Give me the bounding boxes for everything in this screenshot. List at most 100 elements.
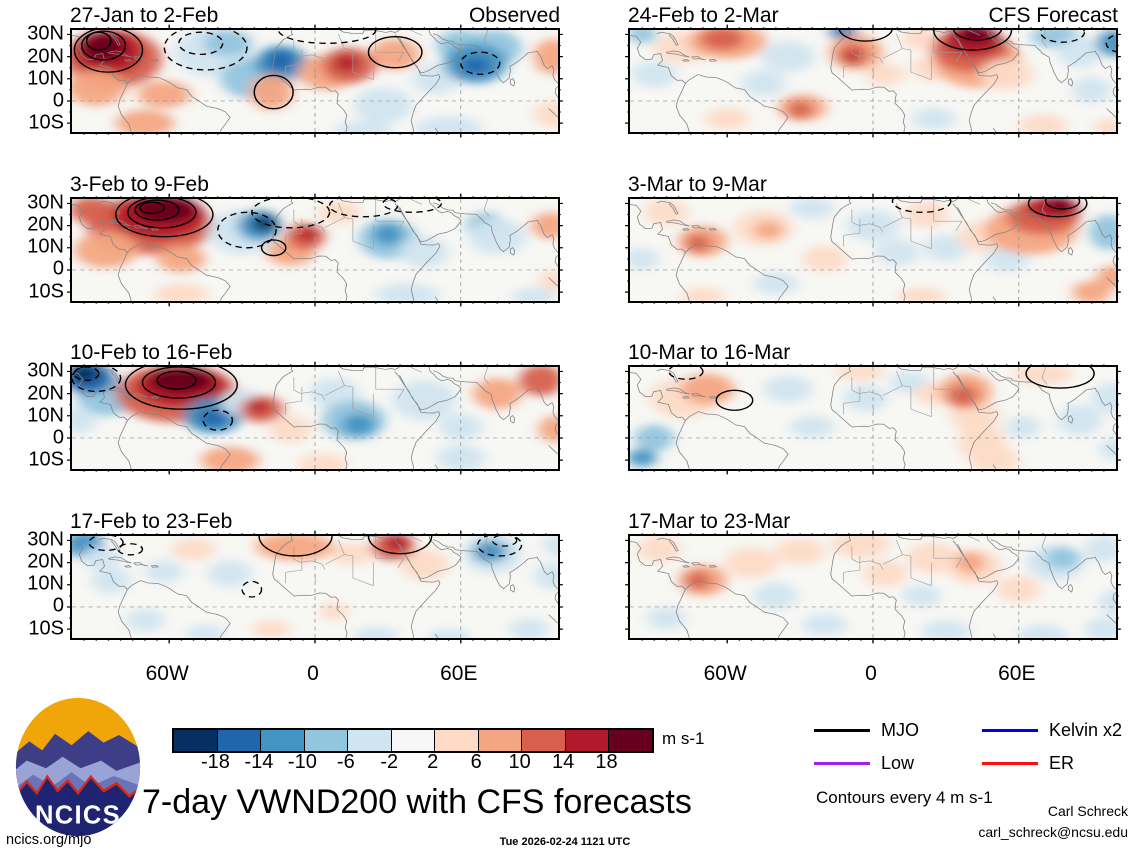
legend-line-low — [814, 761, 870, 765]
lat-tick-label: 0 — [52, 258, 64, 281]
map-panel: 27-Jan to 2-Feb Observed 30N 20N 10N 0 10S — [27, 4, 563, 138]
lat-tick-label: 10N — [27, 67, 64, 90]
map-panel: 17-Mar to 23-Mar — [625, 510, 1121, 643]
map-svg — [67, 193, 563, 306]
colorbar-cell — [609, 730, 653, 751]
contour-interval-note: Contours every 4 m s-1 — [816, 788, 993, 807]
lat-tick-label: 10N — [27, 572, 64, 595]
axis-ticks — [67, 361, 563, 475]
colorbar-cell — [261, 730, 305, 751]
panel-period-label: 3-Feb to 9-Feb — [70, 172, 209, 196]
colorbar-units-label: m s-1 — [662, 729, 705, 748]
lat-tick-label: 30N — [27, 528, 64, 551]
map-svg — [67, 530, 563, 643]
lat-tick-label: 10S — [28, 617, 64, 640]
lat-tick-label: 10S — [28, 280, 64, 303]
panel-period-label: 17-Feb to 23-Feb — [70, 509, 233, 533]
map-svg — [67, 361, 563, 475]
colorbar-tick-label: 10 — [508, 751, 531, 773]
map-panel: 3-Feb to 9-Feb 30N 20N 10N 0 10S — [27, 173, 563, 306]
colorbar-cells — [174, 730, 653, 751]
lat-tick-label: 0 — [52, 89, 64, 112]
lat-tick-label: 20N — [27, 45, 64, 68]
panel-period-label: 10-Mar to 16-Mar — [628, 341, 791, 364]
ncics-logo: NCICS — [15, 697, 141, 837]
lat-tick-label: 20N — [27, 213, 64, 236]
logo-ridge-line — [15, 774, 141, 799]
colorbar-tick-label: 18 — [595, 751, 618, 773]
timestamp: Tue 2026-02-24 1121 UTC — [499, 836, 631, 848]
column-tag-label: CFS Forecast — [988, 4, 1118, 27]
figure-title: 7-day VWND200 with CFS forecasts — [142, 783, 692, 821]
lat-tick-label: 10N — [27, 404, 64, 427]
axis-ticks — [625, 193, 1121, 306]
colorbar-cell — [174, 730, 218, 751]
lat-tick-label: 0 — [52, 595, 64, 618]
colorbar-cell — [217, 730, 262, 751]
colorbar-tick-label: 14 — [551, 751, 575, 773]
colorbar-cell — [435, 730, 479, 751]
colorbar-cell — [522, 730, 566, 751]
legend-line-mjo — [814, 728, 870, 732]
credit-name: Carl Schreck — [1047, 803, 1128, 819]
axis-ticks — [67, 193, 563, 306]
legend-line-er — [982, 761, 1038, 765]
map-svg — [67, 24, 563, 138]
credit-email: carl_schreck@ncsu.edu — [978, 824, 1128, 840]
map-panel: 24-Feb to 2-Mar CFS Forecast — [625, 4, 1121, 138]
map-svg — [625, 24, 1121, 138]
site-url: ncics.org/mjo — [6, 832, 92, 848]
lat-tick-label: 10S — [28, 448, 64, 471]
colorbar-tick-label: -14 — [244, 751, 274, 773]
legend: MJO Kelvin x2 Low ER — [814, 720, 1134, 773]
map-svg — [625, 530, 1121, 643]
lat-tick-label: 30N — [27, 191, 64, 214]
lon-tick-label: 60W — [145, 662, 189, 685]
panel-period-label: 3-Mar to 9-Mar — [628, 172, 767, 196]
lat-tick-label: 30N — [27, 23, 64, 46]
lat-tick-label: 20N — [27, 550, 64, 573]
legend-item: Low — [814, 753, 982, 773]
legend-label: MJO — [881, 719, 919, 740]
map-panel: 10-Mar to 16-Mar — [625, 341, 1121, 475]
axis-ticks — [67, 24, 563, 138]
lon-tick-label: 0 — [865, 662, 877, 685]
colorbar-tick-label: 2 — [427, 751, 439, 773]
lon-tick-label: 60W — [703, 662, 747, 685]
legend-item: MJO — [814, 720, 982, 740]
map-panel: 17-Feb to 23-Feb 30N 20N 10N 0 10S — [27, 510, 563, 643]
legend-label: ER — [1049, 752, 1075, 773]
map-panel: 10-Feb to 16-Feb 30N 20N 10N 0 10S — [27, 341, 563, 475]
lat-tick-label: 10S — [28, 111, 64, 134]
legend-label: Kelvin x2 — [1049, 719, 1123, 740]
colorbar-tick-label: 6 — [470, 751, 482, 773]
colorbar-labels: -18 -14 -10 -6 -2 2 6 10 14 18 — [172, 751, 650, 775]
panel-period-label: 17-Mar to 23-Mar — [628, 509, 791, 533]
lon-tick-label: 60E — [440, 662, 478, 685]
legend-item: Kelvin x2 — [982, 720, 1134, 740]
logo-text: NCICS — [35, 801, 121, 829]
axis-ticks — [625, 361, 1121, 475]
map-svg — [625, 361, 1121, 475]
colorbar-cell — [304, 730, 349, 751]
colorbar — [172, 728, 654, 753]
map-svg — [625, 193, 1121, 306]
colorbar-cell — [348, 730, 392, 751]
lat-tick-label: 0 — [52, 426, 64, 449]
colorbar-tick-label: -10 — [287, 751, 317, 773]
lat-tick-label: 10N — [27, 235, 64, 258]
lon-tick-label: 60E — [998, 662, 1036, 685]
lat-tick-label: 30N — [27, 360, 64, 383]
panel-period-label: 27-Jan to 2-Feb — [70, 4, 219, 27]
axis-ticks — [67, 530, 563, 643]
panel-period-label: 10-Feb to 16-Feb — [70, 341, 233, 364]
colorbar-cell — [565, 730, 610, 751]
panel-period-label: 24-Feb to 2-Mar — [628, 4, 779, 27]
lon-tick-label: 0 — [307, 662, 319, 685]
colorbar-cell — [478, 730, 523, 751]
legend-item: ER — [982, 753, 1134, 773]
colorbar-tick-label: -2 — [380, 751, 399, 773]
column-tag-label: Observed — [468, 4, 560, 27]
legend-label: Low — [881, 752, 915, 773]
legend-line-kelvin-x2 — [982, 728, 1038, 732]
